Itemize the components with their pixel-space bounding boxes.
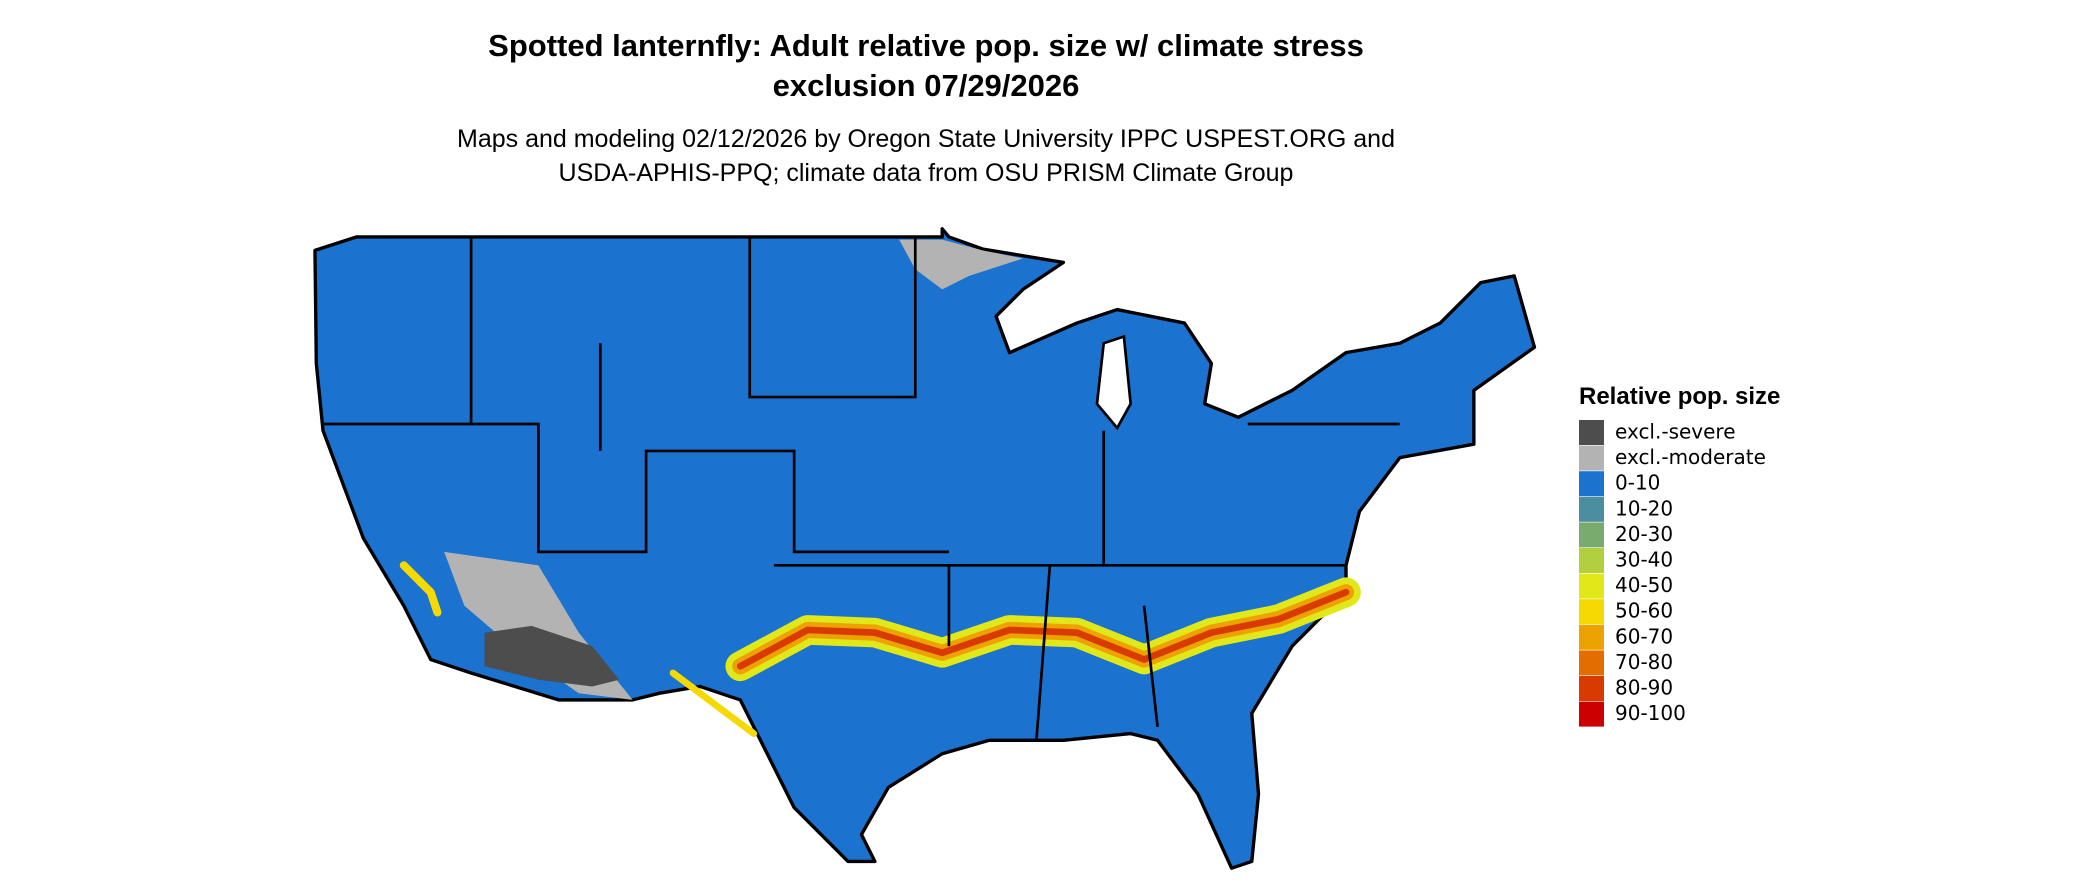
legend-swatch	[1579, 573, 1604, 599]
legend-swatch	[1579, 420, 1604, 445]
legend-label: 40-50	[1615, 573, 1673, 597]
subtitle-line: USDA-APHIS-PPQ; climate data from OSU PR…	[559, 159, 1294, 187]
legend-label: 0-10	[1615, 471, 1660, 495]
legend-swatch	[1579, 650, 1604, 676]
excluded-severe-area	[484, 625, 620, 687]
lake-michigan	[1095, 334, 1133, 431]
state-borders	[323, 236, 1400, 741]
title-line: Spotted lanternfly: Adult relative pop. …	[488, 28, 1364, 63]
legend-swatch	[1579, 522, 1604, 548]
legend-swatch	[1579, 599, 1604, 625]
legend-label: 70-80	[1615, 650, 1673, 674]
title-line: exclusion 07/29/2026	[773, 68, 1080, 103]
legend-swatch	[1579, 701, 1604, 727]
us-map	[313, 227, 1537, 870]
legend-label: 90-100	[1615, 701, 1686, 725]
excluded-moderate-area	[899, 239, 1023, 290]
legend-label: excl.-moderate	[1615, 445, 1766, 469]
legend-label: excl.-severe	[1615, 420, 1736, 444]
legend-label: 20-30	[1615, 522, 1673, 546]
legend-swatch	[1579, 496, 1604, 522]
legend-label: 10-20	[1615, 496, 1673, 520]
legend-swatch	[1579, 624, 1604, 650]
legend-title: Relative pop. size	[1579, 383, 1780, 410]
legend: excl.-severeexcl.-moderate0-1010-2020-30…	[1579, 420, 1766, 727]
legend-swatch	[1579, 471, 1604, 497]
heat-band	[399, 561, 1361, 737]
legend-label: 60-70	[1615, 624, 1673, 648]
legend-label: 80-90	[1615, 676, 1673, 700]
legend-swatch	[1579, 445, 1604, 471]
legend-label: 30-40	[1615, 548, 1673, 572]
legend-swatch	[1579, 548, 1604, 573]
legend-label: 50-60	[1615, 599, 1673, 623]
legend-swatch	[1579, 676, 1604, 701]
subtitle-line: Maps and modeling 02/12/2026 by Oregon S…	[457, 125, 1395, 153]
us-outline	[313, 227, 1537, 870]
